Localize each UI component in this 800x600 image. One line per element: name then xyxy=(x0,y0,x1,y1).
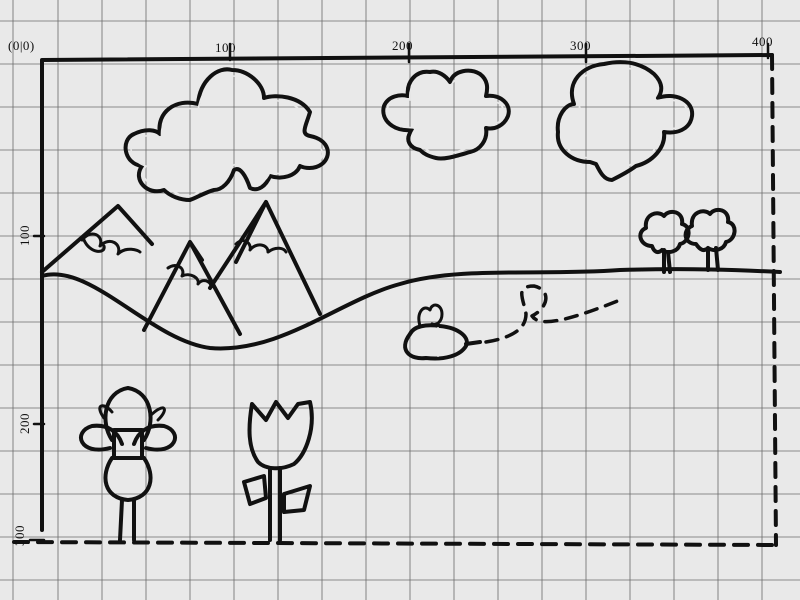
mountain-snowcaps xyxy=(80,232,288,290)
bee-wings xyxy=(417,303,444,328)
flower-leaves-top xyxy=(98,404,166,422)
origin-label: (0|0) xyxy=(8,38,35,53)
flower-stem xyxy=(118,498,136,542)
tree-left xyxy=(638,209,691,274)
frame-bottom-dashed xyxy=(12,540,778,547)
left-axis-label-200: 200 xyxy=(17,413,32,434)
cloud-right xyxy=(555,60,695,182)
bee-flight-path xyxy=(484,284,622,344)
bee-stinger xyxy=(464,340,482,346)
top-axis-label-200: 200 xyxy=(392,38,413,53)
tulip-stem xyxy=(268,466,282,542)
mountain-middle xyxy=(142,240,242,336)
tulip xyxy=(242,400,314,542)
axis-ticks xyxy=(28,42,770,542)
frame-top-left xyxy=(40,53,774,532)
bee xyxy=(403,284,622,361)
flower-petals-top xyxy=(103,386,153,442)
top-axis-label-100: 100 xyxy=(215,40,236,55)
cloud-large xyxy=(123,67,330,202)
mountain-right xyxy=(208,200,268,290)
frame-right-dashed xyxy=(770,53,778,547)
left-axis-label-300: 300 xyxy=(12,525,27,546)
top-axis-label-300: 300 xyxy=(570,38,591,53)
flower xyxy=(79,386,177,542)
tulip-leaf-left xyxy=(242,474,268,506)
tulip-leaf-right xyxy=(282,484,312,514)
cloud-medium xyxy=(381,68,511,161)
left-axis-label-100: 100 xyxy=(17,225,32,246)
flower-petals-side xyxy=(79,423,177,452)
trees xyxy=(638,207,737,274)
flower-petals-bottom xyxy=(103,456,153,502)
tree-right xyxy=(683,207,737,272)
drawing-frame xyxy=(12,53,778,547)
top-axis-label-400: 400 xyxy=(752,34,773,49)
